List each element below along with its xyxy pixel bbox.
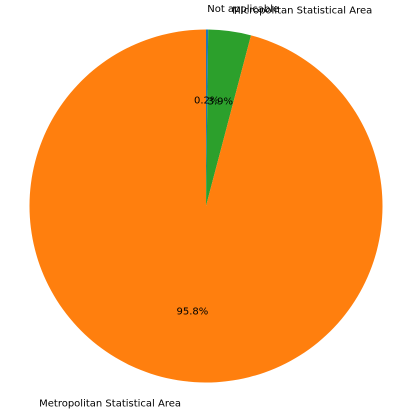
pie-labels: 0.2% Not applicable 3.9% Micropolitan Stati… [39,4,372,410]
pie-slice-metropolitan-statistical-area [29,29,383,383]
pie-slice-micropolitan-statistical-area [206,29,252,207]
pie-pct-label-micropolitan-statistical-area: 3.9% [208,97,233,108]
pie-category-label-not-applicable: Not applicable [207,4,279,15]
pie-category-label-micropolitan-statistical-area: Micropolitan Statistical Area [232,6,372,17]
pie-pct-label-metropolitan-statistical-area: 95.8% [176,307,208,318]
pie-pct-label-not-applicable: 0.2% [194,96,219,107]
pie-category-label-metropolitan-statistical-area: Metropolitan Statistical Area [39,399,181,410]
pie-slices [29,29,383,383]
pie-slice-not-applicable [206,29,209,206]
